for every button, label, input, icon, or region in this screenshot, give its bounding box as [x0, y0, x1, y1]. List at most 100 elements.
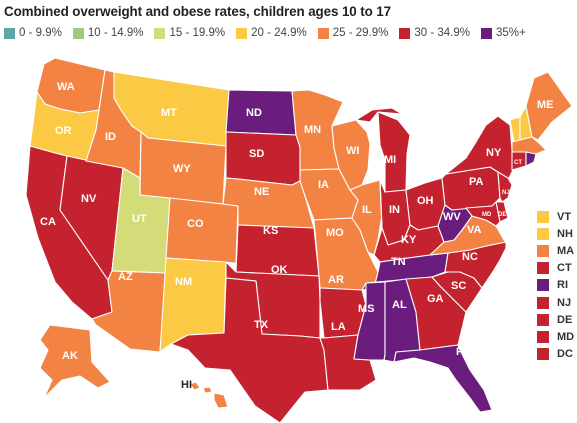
label-ne: NE — [254, 186, 269, 198]
legend-swatch-1 — [72, 27, 84, 39]
label-me: ME — [537, 99, 554, 111]
small-state-label-vt: VT — [557, 210, 572, 223]
state-ak[interactable] — [39, 324, 111, 399]
label-ok: OK — [271, 264, 288, 276]
label-ca: CA — [40, 216, 56, 228]
state-ri[interactable] — [525, 151, 537, 167]
label-md: MD — [482, 212, 492, 218]
small-state-de: DE — [537, 311, 574, 328]
border-il-in — [373, 179, 383, 256]
label-sc: SC — [451, 280, 466, 292]
us-choropleth-map: WA OR CA NV ID MT WY UT CO AZ NM ND SD N… — [25, 57, 573, 423]
state-hi-3[interactable] — [213, 392, 229, 409]
label-ar: AR — [328, 274, 344, 286]
legend-label-3: 20 - 24.9% — [251, 27, 307, 39]
small-state-label-de: DE — [557, 313, 573, 326]
state-hi-2[interactable] — [202, 386, 213, 394]
state-wi[interactable] — [331, 119, 371, 191]
state-nj[interactable] — [497, 171, 513, 203]
small-state-swatch-ct — [537, 262, 549, 275]
label-ms: MS — [358, 303, 375, 315]
small-state-ct: CT — [537, 260, 574, 277]
small-state-ri: RI — [537, 277, 574, 294]
small-state-label-ri: RI — [557, 279, 568, 292]
legend-item-4: 25 - 29.9% — [317, 27, 388, 39]
small-state-label-nh: NH — [557, 227, 573, 240]
label-mt: MT — [161, 107, 177, 119]
small-state-label-nj: NJ — [557, 296, 572, 309]
label-la: LA — [331, 321, 346, 333]
legend-swatch-0 — [4, 27, 15, 39]
small-state-swatch-ma — [537, 244, 549, 257]
state-tx[interactable] — [170, 277, 329, 423]
state-ne[interactable] — [222, 177, 315, 229]
label-wv: WV — [443, 211, 461, 223]
label-ky: KY — [401, 234, 417, 246]
legend: 0 - 9.9% 10 - 14.9% 15 - 19.9% 20 - 24.9… — [4, 27, 537, 39]
small-state-label-ma: MA — [557, 244, 575, 257]
legend-swatch-4 — [317, 27, 329, 39]
label-il: IL — [362, 204, 372, 216]
label-az: AZ — [118, 271, 133, 283]
legend-item-5: 30 - 34.9% — [399, 27, 470, 39]
label-ak: AK — [62, 350, 78, 362]
label-mo: MO — [326, 227, 344, 239]
small-state-dc: DC — [537, 346, 574, 363]
legend-swatch-6 — [480, 27, 492, 39]
label-nj: NJ — [502, 190, 510, 196]
label-fl: FL — [456, 346, 470, 358]
legend-label-0: 0 - 9.9% — [19, 27, 62, 39]
legend-item-2: 15 - 19.9% — [154, 27, 225, 39]
label-va: VA — [467, 224, 482, 236]
legend-item-1: 10 - 14.9% — [72, 27, 143, 39]
label-nm: NM — [175, 276, 192, 288]
small-state-swatch-nj — [537, 296, 549, 309]
state-hi[interactable] — [189, 381, 201, 391]
legend-swatch-2 — [154, 27, 166, 39]
state-co[interactable] — [165, 197, 239, 264]
label-tn: TN — [391, 256, 406, 268]
label-nv: NV — [81, 193, 97, 205]
label-nc: NC — [462, 251, 478, 263]
label-oh: OH — [417, 195, 434, 207]
label-co: CO — [187, 218, 204, 230]
label-ny: NY — [486, 147, 502, 159]
label-ct: CT — [514, 160, 522, 166]
small-state-label-dc: DC — [557, 348, 573, 361]
small-state-swatch-nh — [537, 227, 549, 240]
label-ks: KS — [263, 225, 278, 237]
label-wa: WA — [57, 81, 75, 93]
small-state-swatch-de — [537, 313, 549, 326]
small-state-label-md: MD — [557, 330, 575, 343]
map-title: Combined overweight and obese rates, chi… — [4, 4, 392, 19]
label-al: AL — [392, 299, 407, 311]
small-state-swatch-vt — [537, 210, 549, 223]
legend-item-3: 20 - 24.9% — [236, 27, 307, 39]
label-in: IN — [389, 204, 400, 216]
small-state-swatch-md — [537, 330, 549, 343]
legend-label-2: 15 - 19.9% — [169, 27, 226, 39]
label-or: OR — [55, 125, 72, 137]
legend-item-6: 35%+ — [480, 27, 526, 39]
legend-label-5: 30 - 34.9% — [414, 27, 470, 39]
label-mn: MN — [304, 124, 321, 136]
label-ga: GA — [427, 293, 444, 305]
legend-swatch-3 — [236, 27, 248, 39]
label-tx: TX — [254, 319, 269, 331]
state-md[interactable] — [465, 201, 501, 227]
state-mi-up[interactable] — [355, 107, 403, 123]
state-la[interactable] — [319, 334, 377, 391]
state-mi[interactable] — [377, 111, 411, 193]
small-state-ma: MA — [537, 242, 574, 259]
state-ny[interactable] — [445, 115, 515, 181]
small-states-key: VT NH MA CT RI NJ DE MD DC — [537, 208, 574, 363]
label-wi: WI — [346, 145, 359, 157]
state-fl[interactable] — [393, 344, 493, 413]
label-hi: HI — [181, 379, 192, 391]
legend-label-6: 35%+ — [495, 27, 526, 39]
state-me[interactable] — [525, 71, 573, 141]
label-ia: IA — [318, 179, 329, 191]
small-state-nh: NH — [537, 225, 574, 242]
small-state-vt: VT — [537, 208, 574, 225]
